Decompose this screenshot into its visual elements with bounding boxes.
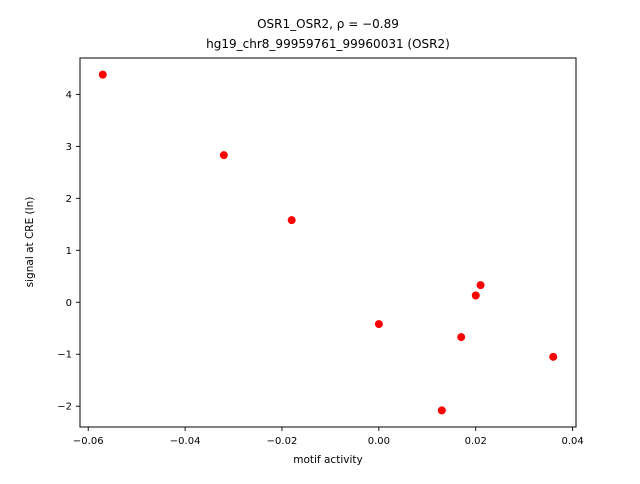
x-tick-label: 0.04 <box>561 436 583 447</box>
data-points <box>98 70 558 415</box>
y-tick-label: −1 <box>57 350 72 361</box>
y-tick-label: 1 <box>66 246 72 257</box>
chart-title-line1: OSR1_OSR2, ρ = −0.89 <box>257 17 399 31</box>
data-point <box>471 291 480 300</box>
x-tick-label: −0.04 <box>170 436 201 447</box>
y-tick-label: 0 <box>66 298 72 309</box>
data-point <box>374 320 383 329</box>
chart-title-line2: hg19_chr8_99959761_99960031 (OSR2) <box>206 37 450 51</box>
y-axis-label: signal at CRE (ln) <box>24 197 36 288</box>
x-tick-label: 0.00 <box>368 436 390 447</box>
y-tick-label: 4 <box>66 90 72 101</box>
data-point <box>476 281 485 290</box>
axis-ticks: −0.06 −0.04 −0.02 0.00 0.02 0.04 −2 −1 0 1 2 3 4 <box>57 90 583 447</box>
y-tick-label: 3 <box>66 142 72 153</box>
data-point <box>287 216 296 225</box>
x-tick-label: −0.02 <box>267 436 298 447</box>
data-point <box>219 151 228 160</box>
data-point <box>457 333 466 342</box>
y-tick-label: 2 <box>66 194 72 205</box>
x-axis-label: motif activity <box>293 454 362 466</box>
plot-area <box>80 58 576 427</box>
x-tick-label: −0.06 <box>73 436 104 447</box>
y-tick-label: −2 <box>57 402 72 413</box>
data-point <box>549 352 558 361</box>
x-tick-label: 0.02 <box>465 436 487 447</box>
axes-border <box>79 57 577 428</box>
data-point <box>437 406 446 415</box>
data-point <box>98 70 107 79</box>
